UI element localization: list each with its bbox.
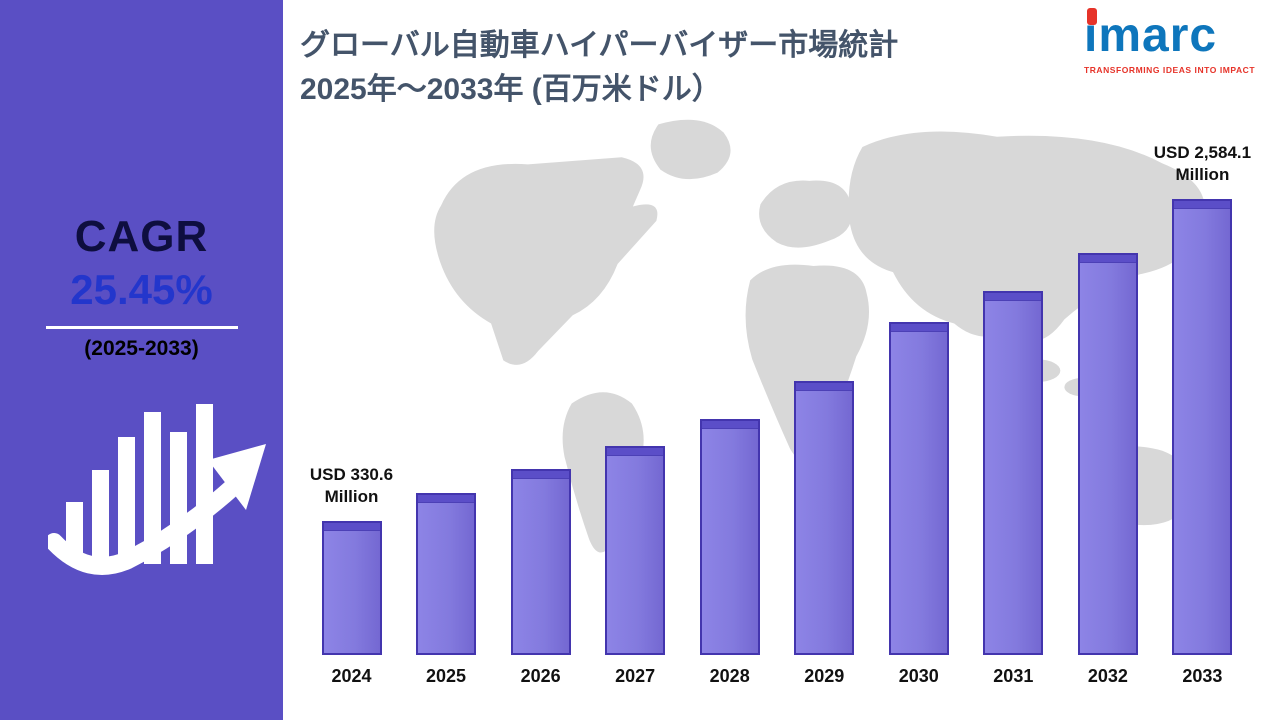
bar-column: 2028 [684,120,775,686]
bar-column: USD 2,584.1 Million 2033 [1153,120,1252,686]
bar-value-label: USD 2,584.1 Million [1153,142,1252,184]
imarc-logo-accent-icon [1087,8,1097,25]
bar-2031 [983,291,1044,655]
bar-2027 [605,446,666,655]
bar-2024 [321,521,382,655]
x-axis-label: 2028 [709,666,750,686]
bar-column: 2029 [779,120,870,686]
page-title-line2: 2025年～2033年 (百万米ドル） [300,72,722,106]
bar-column: USD 330.6 Million 2024 [306,120,397,686]
bar-top-cap [1079,255,1136,263]
bar-top-cap [985,293,1042,301]
bar-2032 [1077,253,1138,655]
imarc-logo: imarc TRANSFORMING IDEAS INTO IMPACT [1084,8,1264,75]
bar-chart: USD 330.6 Million 2024 2025 2026 2027 2028 2029… [306,120,1252,686]
imarc-logo-tagline: TRANSFORMING IDEAS INTO IMPACT [1084,65,1256,75]
page-title-line1: グローバル自動車ハイパーバイザー市場統計 [300,29,899,62]
imarc-logo-text: imarc [1084,9,1218,62]
bar-top-cap [607,448,664,456]
bar-top-cap [796,383,853,391]
bar-top-cap [1174,201,1231,209]
bar-2029 [794,381,855,655]
x-axis-label: 2033 [1182,666,1223,686]
world-map-background [434,119,1205,553]
bar-column: 2030 [873,120,964,686]
bar-value-label: USD 330.6 Million [309,464,394,506]
bar-top-cap [890,324,947,332]
bar-column: 2027 [590,120,681,686]
bar-top-cap [418,495,475,503]
x-axis-label: 2031 [993,666,1034,686]
bar-column: 2026 [495,120,586,686]
cagr-value: 25.45% [70,266,213,313]
bar-column: 2032 [1062,120,1153,686]
page-title: グローバル自動車ハイパーバイザー市場統計 2025年～2033年 (百万米ドル） [300,24,1080,111]
cagr-divider [45,326,238,329]
growth-trend-icon [48,404,266,575]
cagr-sidebar: CAGR 25.45% (2025-2033) [0,0,283,720]
bar-top-cap [323,523,380,531]
bar-2026 [510,469,571,655]
x-axis-label: 2029 [804,666,845,686]
x-axis-label: 2030 [898,666,939,686]
bar-2025 [416,493,477,655]
bar-column: 2025 [401,120,492,686]
cagr-label: CAGR [74,212,209,261]
x-axis-label: 2027 [615,666,656,686]
x-axis-label: 2025 [426,666,467,686]
bar-top-cap [701,421,758,429]
bar-2028 [699,419,760,655]
bar-2033 [1172,199,1233,655]
x-axis-label: 2026 [520,666,561,686]
cagr-block: CAGR 25.45% (2025-2033) [0,212,283,361]
bar-2030 [888,322,949,655]
x-axis-label: 2032 [1087,666,1128,686]
bar-column: 2031 [968,120,1059,686]
cagr-period: (2025-2033) [84,337,199,360]
bar-top-cap [512,471,569,479]
x-axis-label: 2024 [331,666,372,686]
